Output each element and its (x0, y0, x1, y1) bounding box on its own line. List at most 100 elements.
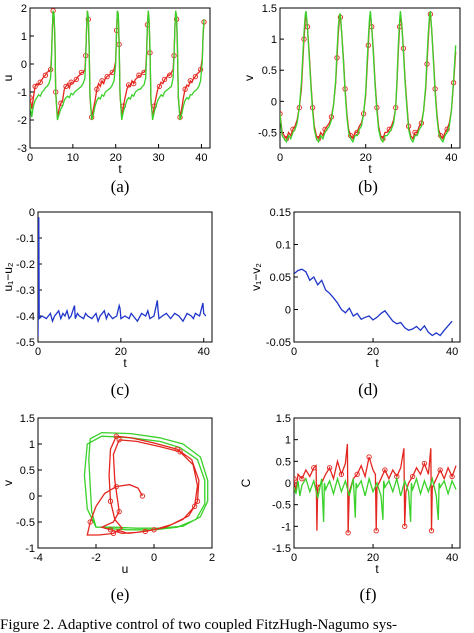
series-line-red (280, 14, 457, 141)
data-point-marker (421, 460, 428, 467)
x-tick-label: 20 (115, 346, 127, 358)
x-axis-label: t (375, 562, 379, 576)
data-point-marker (161, 76, 168, 83)
data-point-marker (409, 473, 416, 480)
y-tick-label: 0.5 (262, 65, 277, 77)
y-tick-label: 0.5 (20, 465, 35, 477)
data-point-marker (311, 465, 317, 471)
y-tick-label: -1 (25, 543, 35, 555)
data-point-marker (131, 80, 137, 87)
y-tick-label: 0 (285, 478, 291, 490)
data-point-marker (174, 446, 180, 452)
x-axis-label: t (368, 162, 372, 176)
y-tick-label: 1 (29, 439, 35, 451)
x-tick-label: 0 (35, 346, 41, 358)
x-tick-label: 40 (198, 346, 210, 358)
data-point-marker (125, 82, 132, 88)
data-point-marker (113, 433, 119, 439)
data-point-marker (299, 476, 305, 482)
x-axis-label: t (123, 356, 127, 370)
y-tick-label: 0 (271, 96, 277, 108)
y-axis-label: u₁−u₂ (1, 262, 15, 291)
data-point-marker (104, 73, 110, 80)
y-tick-label: 1 (21, 31, 27, 43)
y-tick-label: 0 (285, 305, 291, 317)
x-tick-label: -4 (33, 552, 43, 564)
x-tick-label: 0 (291, 552, 297, 564)
data-point-marker (107, 527, 114, 533)
y-tick-label: -0.2 (16, 259, 35, 271)
y-axis-label: u (1, 75, 15, 82)
data-point-marker (366, 454, 372, 460)
plot-frame-d (293, 211, 461, 343)
subfigure-label: (b) (358, 177, 378, 196)
series-line-red (294, 443, 457, 533)
data-point-marker (94, 86, 100, 92)
y-tick-label: 0 (21, 59, 27, 71)
data-point-marker (294, 476, 297, 482)
data-point-marker (32, 83, 38, 90)
y-tick-label: 1 (285, 435, 291, 447)
x-axis-label: u (122, 562, 129, 576)
data-point-marker (182, 86, 188, 92)
x-tick-label: -2 (91, 552, 101, 564)
x-tick-label: 20 (367, 552, 379, 564)
data-point-marker (194, 498, 201, 504)
y-tick-label: -1.5 (272, 543, 291, 555)
subfigure-label: (d) (358, 380, 378, 399)
x-tick-label: 10 (67, 152, 79, 164)
y-tick-label: -1 (281, 521, 291, 533)
panel-c: 0 20 40 -0.5 -0.4 -0.3 -0.2 -0.1 0 t u₁−u₂ (c) (1, 207, 213, 399)
panel-e: -4 -2 0 2 -1 -0.5 0 0.5 1 1.5 u v (e) (1, 413, 215, 604)
data-point-marker (37, 79, 43, 85)
data-point-marker (99, 78, 105, 84)
x-tick-label: 20 (360, 152, 372, 164)
data-point-marker (30, 94, 33, 101)
data-point-marker (116, 508, 122, 515)
data-point-marker (345, 530, 351, 536)
x-tick-label: 40 (446, 552, 458, 564)
x-tick-label: 40 (446, 346, 458, 358)
figure-caption: Figure 2. Adaptive control of two couple… (0, 617, 397, 633)
subfigure-label: (a) (111, 177, 130, 196)
data-point-marker (326, 465, 333, 471)
subfigure-label: (e) (111, 585, 130, 604)
data-point-marker (78, 69, 85, 76)
x-tick-label: 0 (151, 552, 157, 564)
x-tick-label: 20 (367, 346, 379, 358)
series-line-blue (38, 217, 207, 337)
data-point-marker (197, 66, 204, 73)
subfigure-label: (f) (360, 585, 377, 604)
data-point-marker (167, 72, 173, 78)
data-point-marker (428, 528, 435, 534)
y-tick-label: -0.4 (16, 311, 35, 323)
x-tick-label: 2 (209, 552, 215, 564)
series-line-blue (294, 268, 453, 337)
series-line-red (86, 435, 200, 536)
series-line-green (294, 476, 457, 523)
data-point-marker (191, 503, 198, 510)
data-point-marker (449, 473, 455, 480)
y-tick-label: 1.5 (276, 413, 291, 425)
x-tick-label: 30 (152, 152, 164, 164)
data-point-marker (177, 449, 183, 455)
y-axis-label: v₁−v₂ (249, 263, 263, 291)
data-point-marker (156, 83, 163, 90)
data-point-marker (110, 530, 117, 537)
y-tick-label: 0.1 (276, 240, 291, 252)
series-line-green (83, 431, 209, 531)
x-tick-label: 40 (445, 152, 457, 164)
data-point-marker (139, 493, 146, 499)
plot-frame-e (37, 417, 213, 549)
data-point-marker (402, 523, 408, 529)
data-point-marker (192, 73, 199, 80)
data-point-marker (151, 527, 157, 533)
x-tick-label: 20 (110, 152, 122, 164)
series-line-green (30, 10, 205, 121)
data-point-marker (142, 528, 148, 535)
y-axis-label: C (239, 478, 253, 487)
x-axis-label: t (118, 162, 122, 176)
data-point-marker (136, 72, 142, 78)
